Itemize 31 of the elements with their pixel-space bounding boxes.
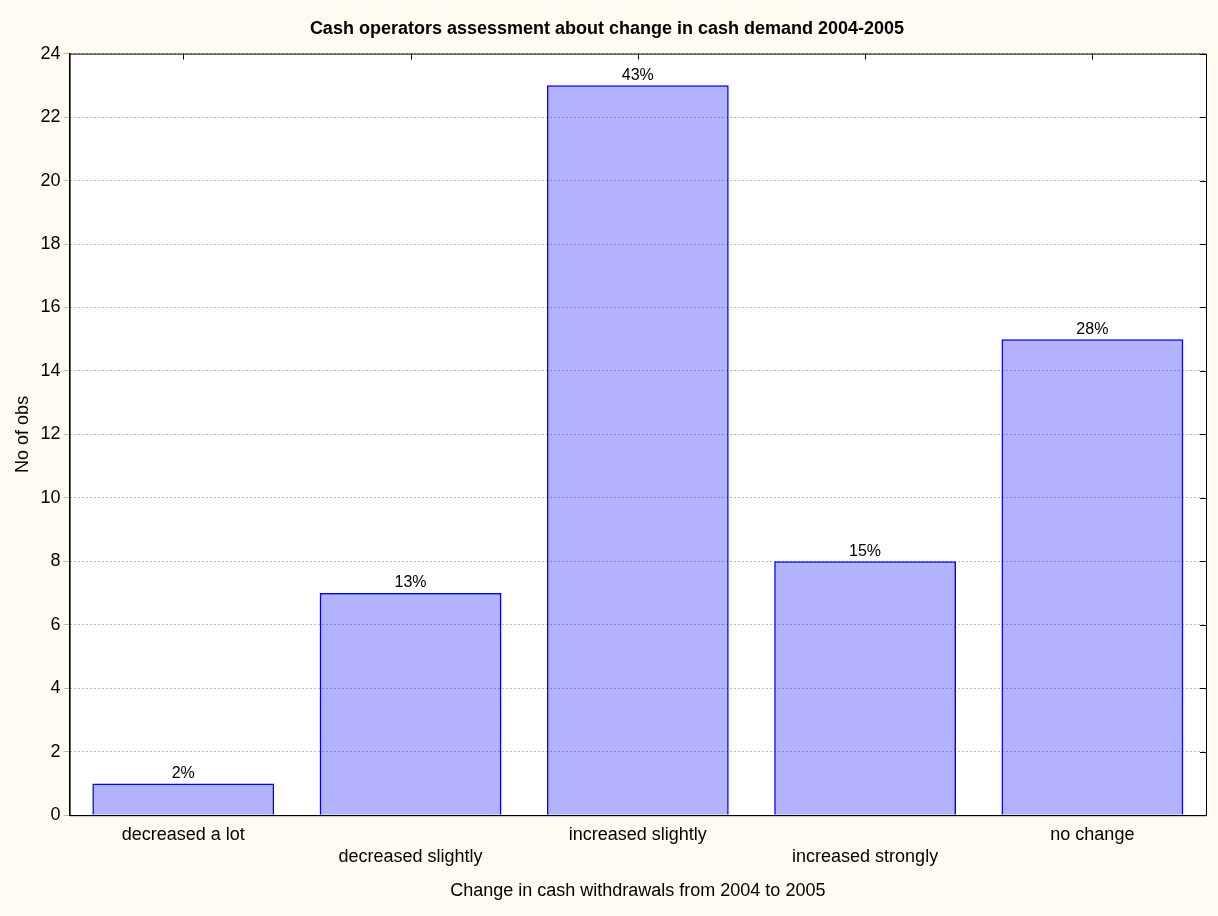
x-tick-label: decreased slightly: [338, 845, 483, 866]
annotation: 43%: [621, 65, 654, 83]
y-tick-label: 2: [50, 740, 61, 761]
y-tick-label: 12: [40, 423, 61, 444]
y-tick-label: 16: [40, 296, 61, 317]
y-tick-label: 20: [40, 169, 61, 190]
x-tick-label: no change: [1050, 823, 1135, 844]
bar: [92, 783, 275, 815]
bar: [546, 85, 729, 815]
y-tick-label: 18: [40, 232, 61, 253]
y-tick-label: 0: [50, 804, 61, 825]
y-tick-label: 10: [40, 486, 61, 507]
y-tick-label: 14: [40, 359, 61, 380]
chart-title: Cash operators assessment about change in cash demand 2004-2005: [309, 17, 905, 38]
y-axis-title: No of obs: [11, 395, 32, 473]
annotation: 13%: [394, 573, 427, 591]
annotation: 28%: [1076, 319, 1109, 337]
annotation: 2%: [171, 763, 195, 781]
x-tick-label: increased slightly: [568, 823, 707, 844]
bar: [319, 593, 502, 815]
y-tick-label: 24: [40, 42, 61, 63]
y-tick-label: 8: [50, 550, 61, 571]
bar: [774, 561, 956, 815]
x-tick-label: decreased a lot: [121, 823, 245, 844]
y-tick-label: 4: [50, 677, 61, 698]
x-tick-label: increased strongly: [792, 845, 939, 866]
y-tick-label: 6: [50, 613, 61, 634]
x-axis-title: Change in cash withdrawals from 2004 to 2005: [450, 880, 826, 901]
bar: [1001, 339, 1184, 815]
y-tick-label: 22: [40, 106, 61, 127]
annotation: 15%: [849, 541, 882, 559]
